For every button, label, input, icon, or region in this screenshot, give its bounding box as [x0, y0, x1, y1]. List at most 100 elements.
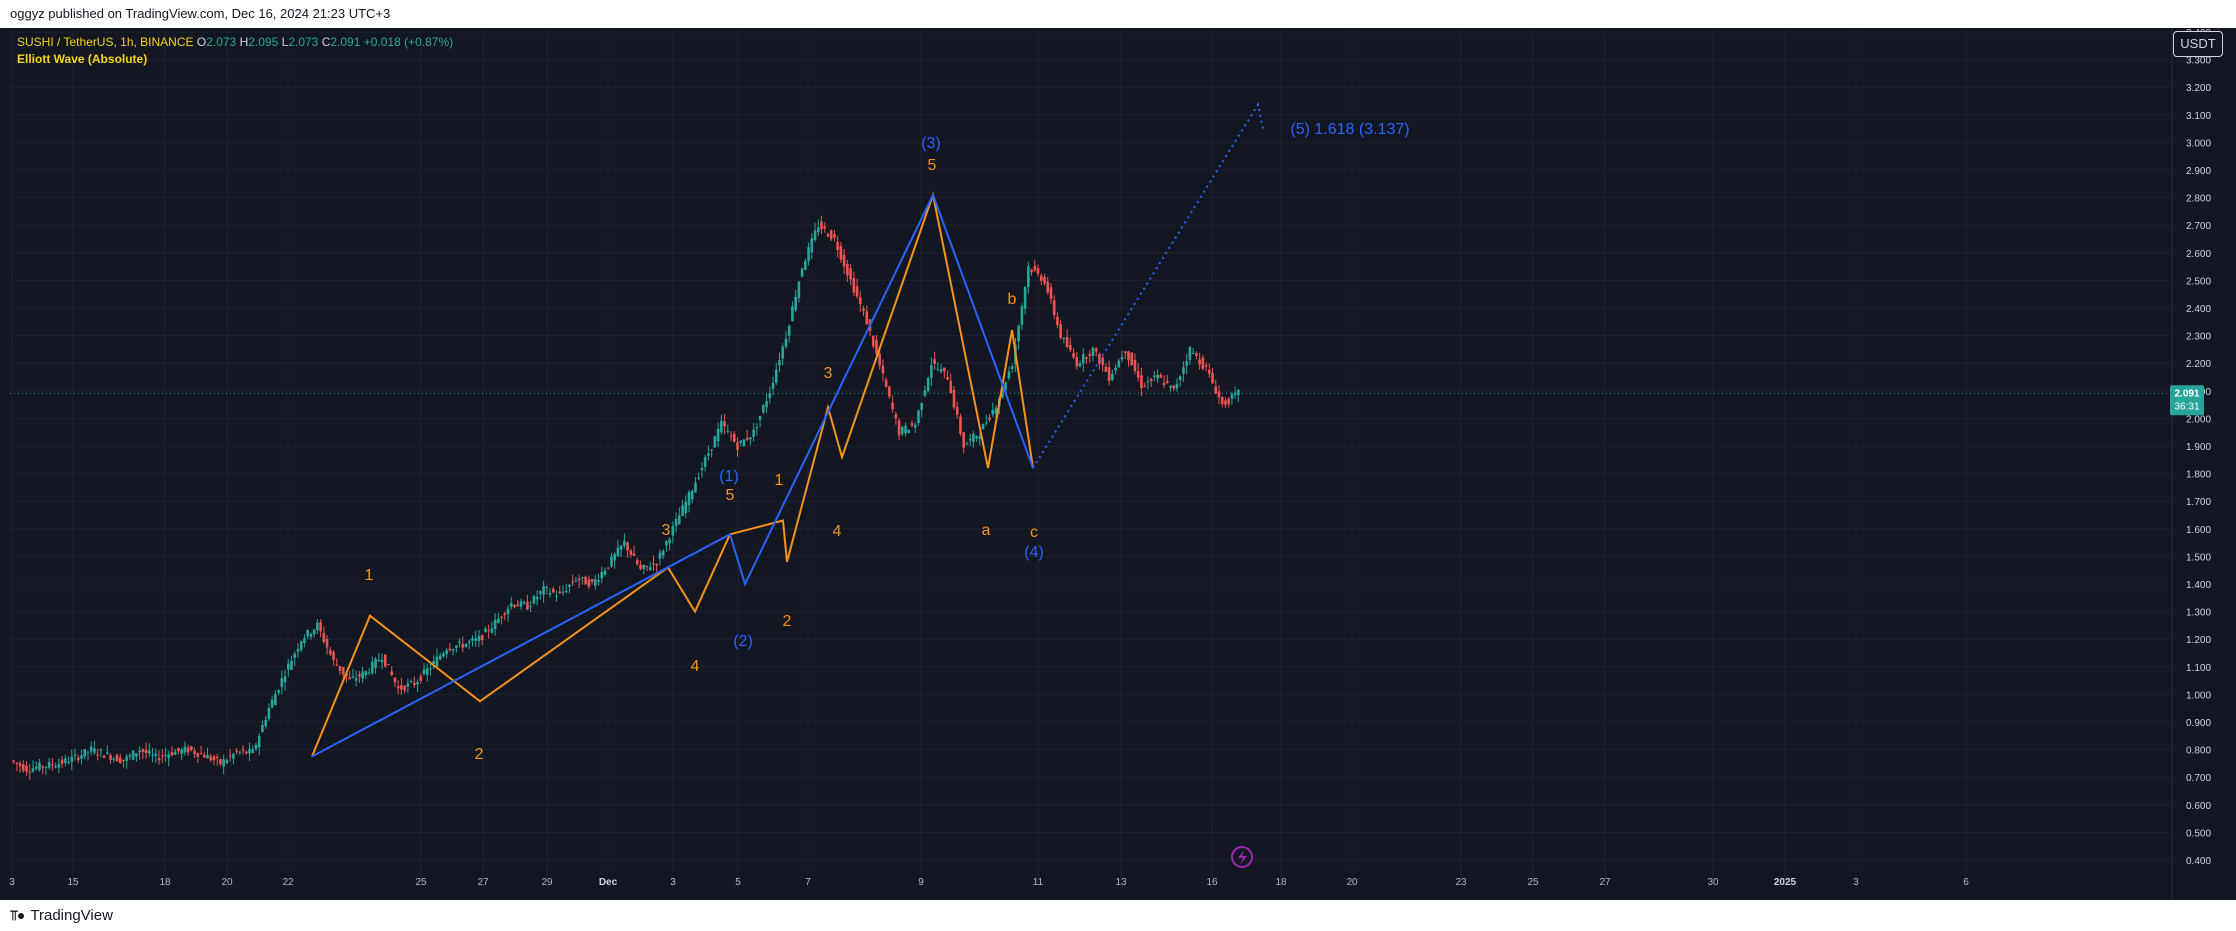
candle-body: [862, 308, 865, 312]
x-tick-label: 5: [735, 877, 741, 888]
candle-body: [232, 753, 235, 759]
candle-body: [690, 490, 694, 500]
candle-body: [413, 683, 416, 686]
candle-body: [164, 755, 167, 757]
candle-body: [177, 748, 180, 752]
candle-body: [723, 421, 726, 427]
candle-body: [875, 339, 878, 354]
candle-body: [632, 553, 636, 556]
candle-body: [497, 618, 500, 623]
y-tick-label: 1.600: [2186, 525, 2211, 536]
candle-body: [774, 369, 778, 383]
currency-button[interactable]: USDT: [2173, 31, 2223, 57]
candle-body: [1091, 347, 1095, 356]
legend-ohlc-row: SUSHI / TetherUS, 1h, BINANCE O2.073 H2.…: [17, 34, 453, 51]
candle-body: [54, 766, 57, 768]
candle-body: [131, 750, 135, 760]
candle-body: [558, 591, 562, 594]
wave-5-projection-line: [1032, 101, 1264, 469]
candle-body: [212, 756, 216, 761]
candle-body: [264, 719, 267, 727]
legend-high-label: H: [239, 35, 249, 49]
candle-body: [487, 630, 490, 632]
candle-body: [755, 427, 759, 429]
candle-body: [1227, 399, 1230, 405]
candle-body: [913, 424, 917, 428]
y-tick-label: 0.900: [2186, 718, 2211, 729]
candle-body: [619, 545, 623, 550]
candle-body: [1062, 337, 1066, 339]
candle-body: [341, 667, 345, 675]
candle-body: [296, 648, 300, 652]
candle-body: [257, 735, 261, 748]
candle-body: [99, 749, 103, 751]
candle-body: [1081, 354, 1085, 364]
candle-body: [493, 619, 497, 630]
candle-body: [173, 751, 177, 755]
candle-body: [606, 567, 610, 569]
candle-body: [254, 744, 258, 750]
chart-area[interactable]: 3.4003.3003.2003.1003.0002.9002.8002.700…: [0, 28, 2236, 900]
candle-body: [506, 608, 510, 615]
candle-body: [758, 415, 762, 420]
candle-body: [157, 758, 161, 761]
candle-body: [57, 764, 61, 768]
candle-body: [270, 699, 274, 708]
candle-body: [93, 748, 96, 753]
candle-body: [849, 268, 852, 280]
legend-indicator-name[interactable]: Elliott Wave (Absolute): [17, 52, 148, 66]
candle-body: [888, 386, 891, 397]
candle-body: [852, 277, 856, 293]
candle-body: [209, 756, 213, 761]
y-tick-label: 2.200: [2186, 359, 2211, 370]
x-tick-label: 18: [159, 877, 171, 888]
candle-body: [319, 622, 322, 632]
candle-body: [613, 553, 616, 561]
legend-open-label: O: [196, 35, 207, 49]
y-tick-label: 2.900: [2186, 166, 2211, 177]
candle-body: [768, 392, 772, 399]
candle-body: [939, 369, 943, 373]
candle-body: [629, 550, 633, 555]
candle-body: [968, 438, 972, 441]
candle-body: [28, 771, 32, 773]
candle-body: [846, 263, 849, 276]
candle-body: [1065, 337, 1069, 348]
x-tick-label: 27: [1599, 877, 1611, 888]
x-tick-label: 20: [221, 877, 233, 888]
candle-body: [1195, 353, 1198, 356]
candle-body: [193, 750, 196, 754]
candle-body: [600, 572, 604, 579]
candle-body: [1123, 351, 1127, 354]
lightning-icon[interactable]: [1231, 846, 1253, 868]
x-tick-label: 30: [1707, 877, 1719, 888]
x-tick-label: 29: [541, 877, 553, 888]
candle-body: [894, 414, 898, 419]
candle-body: [732, 433, 736, 442]
x-tick-label: 23: [1455, 877, 1467, 888]
candle-body: [316, 622, 319, 630]
publish-text: oggyz published on TradingView.com, Dec …: [10, 6, 391, 21]
candle-body: [865, 311, 869, 325]
candle-body: [920, 403, 923, 410]
candle-body: [975, 436, 978, 439]
wave-label: a: [982, 522, 991, 539]
y-tick-label: 0.600: [2186, 801, 2211, 812]
candle-body: [409, 681, 413, 683]
candle-body: [1140, 375, 1143, 389]
wave-label: (2): [733, 633, 753, 650]
candle-body: [118, 757, 122, 763]
candle-body: [1146, 381, 1150, 383]
candle-body: [603, 570, 607, 575]
candle-body: [445, 650, 448, 655]
candle-body: [261, 724, 264, 733]
candle-body: [80, 755, 83, 759]
candle-body: [248, 748, 251, 754]
x-tick-label: Dec: [599, 877, 618, 888]
wave-label: (1): [719, 468, 739, 485]
candle-body: [781, 346, 785, 359]
candle-body: [787, 325, 791, 336]
candle-body: [1172, 385, 1176, 389]
candle-body: [416, 682, 419, 685]
price-chart[interactable]: 3.4003.3003.2003.1003.0002.9002.8002.700…: [0, 28, 2236, 900]
